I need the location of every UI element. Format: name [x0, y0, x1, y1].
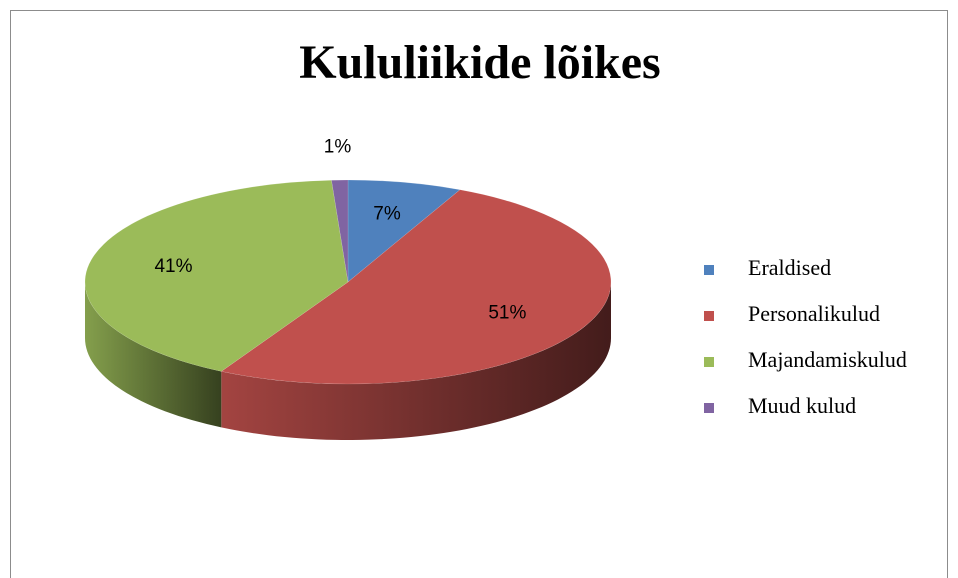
slice	[347, 179, 461, 283]
slice-side	[85, 282, 222, 428]
slice	[220, 189, 612, 385]
data-label: 1%	[324, 137, 352, 158]
legend-label: Muud kulud	[748, 393, 856, 418]
slice-side	[221, 282, 612, 440]
legend-label: Eraldised	[748, 255, 831, 280]
legend-marker	[704, 311, 714, 321]
data-label: 51%	[488, 303, 526, 324]
legend-marker	[704, 357, 714, 367]
legend-marker	[704, 403, 714, 413]
chart-title: Kululiikide lõikes	[299, 36, 660, 89]
legend-marker	[704, 265, 714, 275]
legend-label: Majandamiskulud	[748, 347, 907, 372]
data-label: 7%	[373, 203, 401, 224]
slice	[331, 179, 349, 283]
slice	[84, 179, 349, 372]
data-label: 41%	[154, 256, 192, 277]
legend-label: Personalikulud	[748, 301, 880, 326]
